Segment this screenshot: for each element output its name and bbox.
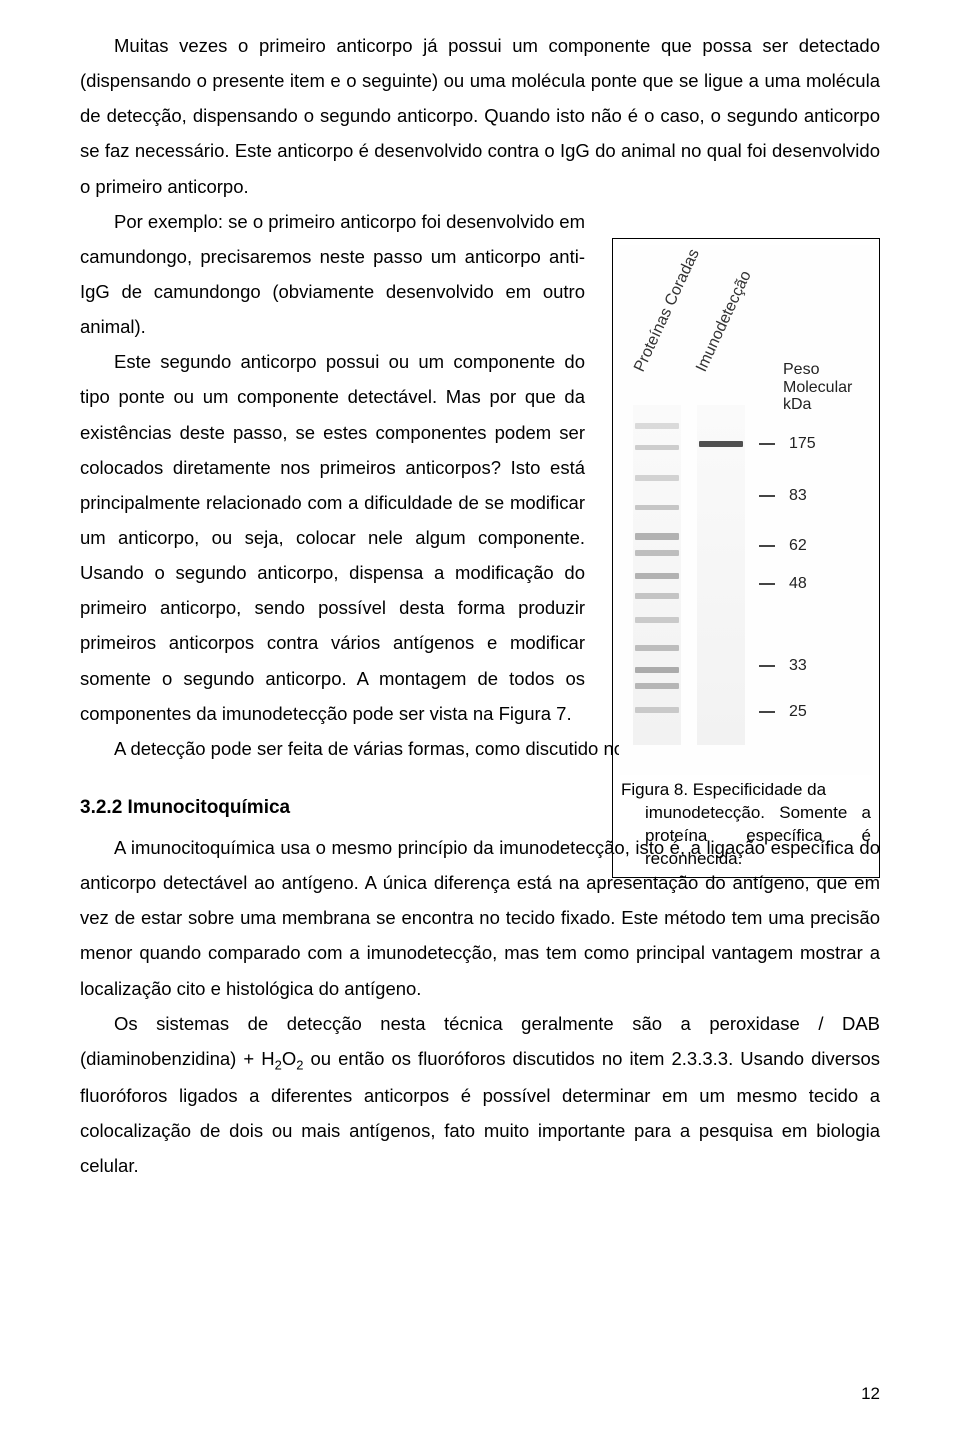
- mw-value: 83: [789, 486, 807, 507]
- figure-8-image: Proteínas Coradas Imunodetecção Peso Mol…: [619, 245, 873, 775]
- figure-8-caption: Figura 8. Especificidade da imunodetecçã…: [619, 775, 873, 873]
- gel-band: [635, 683, 679, 689]
- gel-band: [635, 445, 679, 450]
- mw-value: 33: [789, 656, 807, 677]
- gel-band: [635, 475, 679, 481]
- gel-lane-1: [633, 405, 681, 745]
- mw-value: 48: [789, 574, 807, 595]
- paragraph-3: Este segundo anticorpo possui ou um comp…: [80, 344, 585, 731]
- gel-lane-2: [697, 405, 745, 745]
- gel-band: [635, 707, 679, 713]
- paragraph-1: Muitas vezes o primeiro anticorpo já pos…: [80, 28, 880, 204]
- gel-band: [635, 617, 679, 623]
- paragraph-2: Por exemplo: se o primeiro anticorpo foi…: [80, 204, 585, 345]
- gel-band: [635, 505, 679, 510]
- figure-8-caption-rest: imunodetecção. Somente a proteína especí…: [621, 802, 871, 871]
- paragraph-6-part-b: O: [282, 1048, 296, 1069]
- gel-band: [635, 533, 679, 540]
- chem-sub-1: 2: [275, 1058, 282, 1073]
- mw-tick: [759, 495, 775, 497]
- gel-band: [635, 593, 679, 599]
- figure-8-box: Proteínas Coradas Imunodetecção Peso Mol…: [612, 238, 880, 878]
- mw-tick: [759, 711, 775, 713]
- gel-band: [635, 423, 679, 429]
- lane-1-label: Proteínas Coradas: [630, 246, 705, 376]
- mw-value: 25: [789, 702, 807, 723]
- lane-2-label: Imunodetecção: [692, 268, 757, 376]
- paragraph-6: Os sistemas de detecção nesta técnica ge…: [80, 1006, 880, 1184]
- gel-band: [635, 645, 679, 651]
- gel-band: [635, 573, 679, 579]
- mw-tick: [759, 545, 775, 547]
- wrapped-text-block: Por exemplo: se o primeiro anticorpo foi…: [80, 204, 585, 731]
- mw-value: 62: [789, 536, 807, 557]
- mw-value: 175: [789, 434, 816, 455]
- mw-title: Peso Molecular kDa: [783, 361, 852, 414]
- gel-band: [635, 550, 679, 556]
- mw-tick: [759, 443, 775, 445]
- figure-8-caption-lead: Figura 8. Especificidade da: [621, 780, 826, 799]
- gel-band: [635, 667, 679, 673]
- gel-band: [699, 441, 743, 447]
- mw-tick: [759, 665, 775, 667]
- mw-tick: [759, 583, 775, 585]
- page-number: 12: [861, 1378, 880, 1410]
